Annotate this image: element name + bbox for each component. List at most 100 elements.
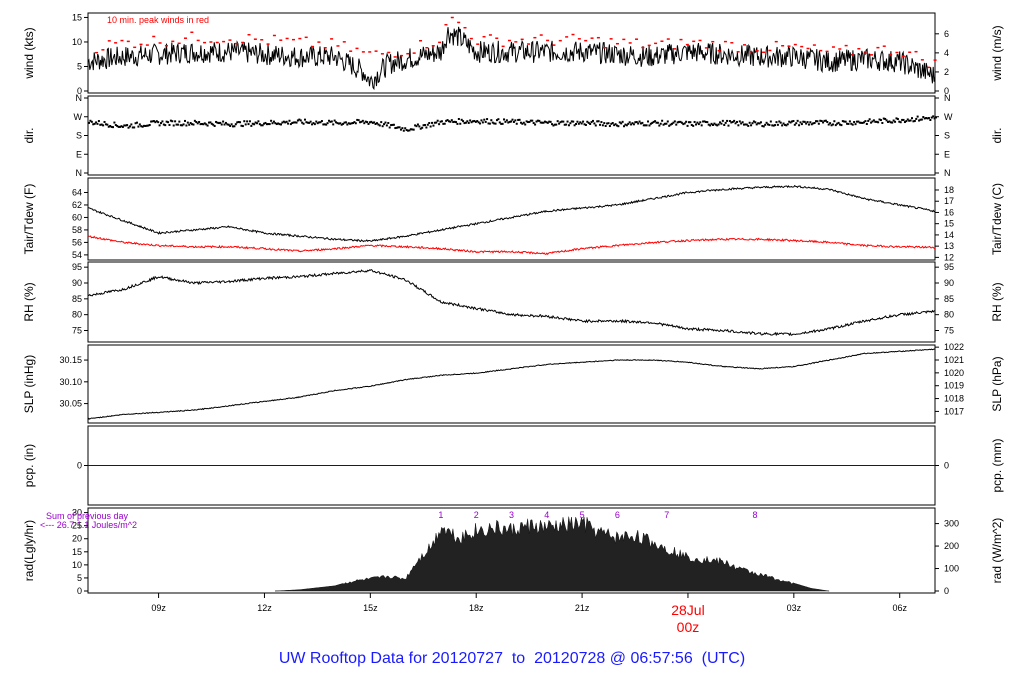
direction-point [318, 121, 321, 124]
direction-point [490, 119, 493, 122]
peak-wind-mark [215, 41, 219, 44]
direction-point [521, 122, 524, 125]
direction-point [388, 126, 391, 129]
direction-point [95, 121, 98, 124]
peak-wind-mark [374, 50, 378, 52]
y-tick-label-right: 100 [944, 564, 959, 574]
peak-wind-mark [120, 39, 124, 42]
direction-point [453, 120, 456, 123]
direction-point [488, 122, 491, 125]
direction-point [750, 124, 753, 127]
direction-point [610, 122, 613, 125]
peak-wind-mark [622, 38, 626, 41]
direction-point [572, 120, 575, 123]
direction-point [243, 120, 246, 123]
peak-wind-mark [469, 37, 473, 40]
direction-point [902, 118, 905, 121]
direction-point [292, 121, 295, 124]
y-tick-label-right: 75 [944, 326, 954, 336]
direction-point [654, 120, 657, 123]
direction-point [647, 120, 650, 123]
peak-wind-mark [831, 46, 835, 48]
direction-point [723, 123, 726, 126]
direction-point [306, 121, 309, 124]
direction-point [305, 121, 308, 124]
peak-wind-mark [482, 35, 486, 38]
direction-point [793, 123, 796, 126]
direction-point [207, 121, 210, 124]
direction-point [419, 127, 422, 130]
direction-point [795, 122, 798, 125]
direction-point [539, 121, 542, 124]
direction-point [198, 120, 201, 123]
direction-point [672, 121, 675, 124]
direction-point [335, 121, 338, 124]
direction-point [846, 122, 849, 125]
direction-point [96, 122, 99, 125]
direction-point [555, 123, 558, 126]
direction-point [925, 117, 928, 120]
direction-point [851, 123, 854, 126]
peak-wind-mark [171, 40, 175, 43]
direction-point [311, 123, 314, 126]
direction-point [281, 121, 284, 124]
direction-point [833, 120, 836, 123]
direction-point [344, 121, 347, 124]
peak-wind-mark [139, 43, 143, 46]
direction-point [158, 124, 161, 127]
peak-wind-mark [222, 40, 226, 43]
direction-point [459, 122, 462, 125]
direction-point [668, 124, 671, 127]
direction-point [165, 120, 168, 123]
direction-point [399, 128, 402, 131]
panel-frame [87, 261, 936, 343]
direction-point [843, 120, 846, 123]
direction-point [837, 121, 840, 124]
direction-point [844, 120, 847, 123]
direction-point [429, 125, 432, 128]
peak-wind-mark [463, 26, 467, 29]
direction-point [493, 122, 496, 125]
y-axis-label-right: pcp. (mm) [990, 438, 1004, 492]
y-tick-label-right: 2 [944, 67, 949, 77]
direction-point [603, 122, 606, 125]
direction-point [264, 121, 267, 124]
peak-wind-mark [577, 38, 581, 40]
direction-point [244, 123, 247, 126]
peak-wind-mark [101, 49, 105, 51]
direction-point [356, 118, 359, 121]
direction-point [757, 122, 760, 125]
direction-point [109, 124, 112, 127]
y-axis-label-left: RH (%) [22, 282, 36, 321]
peak-wind-mark [812, 44, 816, 46]
direction-point [545, 121, 548, 124]
direction-point [748, 121, 751, 124]
direction-point [206, 124, 209, 127]
y-tick-label-left: 60 [72, 212, 82, 222]
y-tick-label-left: 20 [72, 534, 82, 544]
direction-point [536, 119, 539, 122]
direction-point [143, 124, 146, 127]
peak-wind-mark [762, 51, 766, 54]
direction-point [717, 123, 720, 126]
direction-point [680, 121, 683, 124]
direction-point [486, 118, 489, 121]
x-tick-label: 18z [469, 603, 484, 613]
direction-point [887, 120, 890, 123]
direction-point [440, 120, 443, 123]
direction-point [570, 120, 573, 123]
direction-point [491, 121, 494, 124]
direction-point [923, 117, 926, 120]
direction-point [236, 121, 239, 124]
radiation-hour-label: 8 [753, 510, 758, 520]
peak-wind-mark [152, 35, 156, 38]
direction-point [861, 121, 864, 124]
peak-wind-mark [851, 54, 855, 56]
peak-wind-mark [145, 44, 149, 46]
direction-point [381, 125, 384, 128]
y-axis-label-right: SLP (hPa) [990, 356, 1004, 411]
direction-point [230, 123, 233, 126]
direction-point [501, 122, 504, 125]
